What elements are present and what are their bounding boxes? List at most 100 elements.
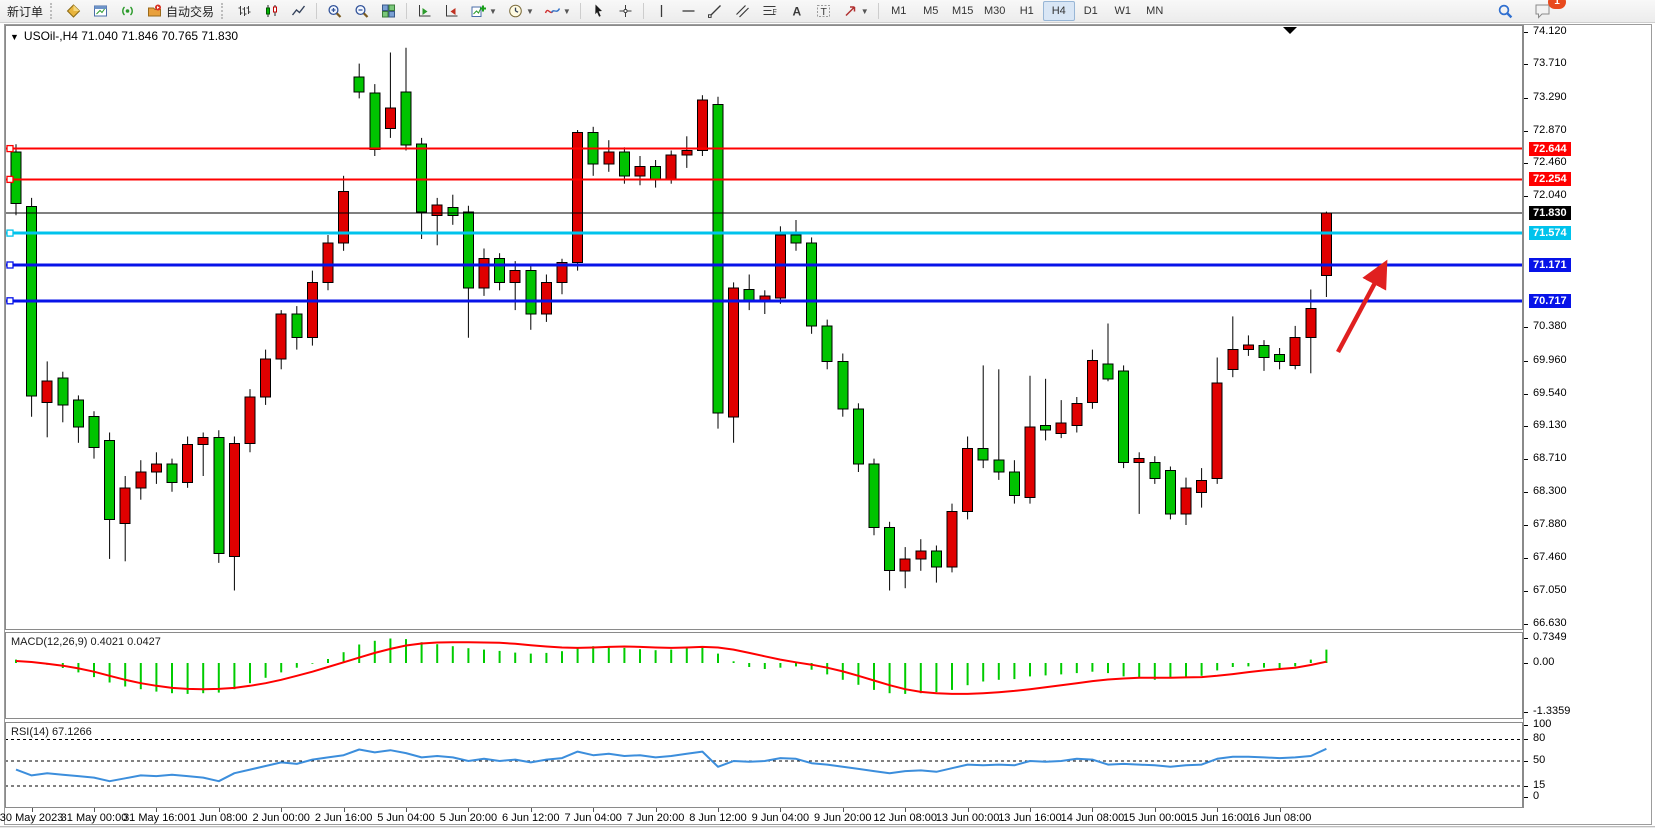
rsi-axis-label: 15 [1533,779,1546,792]
arrows-button[interactable]: ▼ [837,0,874,22]
cursor-button[interactable] [585,0,612,22]
candle [962,447,974,512]
candle [400,91,412,146]
zoom-out-button[interactable] [348,0,375,22]
macd-axis-label: 0.7349 [1533,631,1567,644]
fibonacci-button[interactable]: F [756,0,783,22]
dropdown-caret-icon[interactable]: ▼ [562,6,571,16]
axis-tick [1524,739,1528,741]
signals-button[interactable] [114,0,141,22]
macd-panel-surface[interactable] [5,633,1523,718]
candle [447,206,459,216]
candle [197,436,209,445]
window-bottom-edge [0,826,1655,828]
axis-tick [1524,393,1528,395]
time-tick [281,808,283,812]
timeframe-h4-button[interactable]: H4 [1042,1,1075,21]
symbol-dropdown-icon: ▼ [10,32,19,42]
dropdown-caret-icon[interactable]: ▼ [525,6,534,16]
indicator-icon [544,3,561,19]
auto-scroll-button[interactable] [438,0,465,22]
new-order-button[interactable]: 新订单 [2,0,48,22]
candle-chart-icon [263,3,280,19]
market-watch-button[interactable] [60,0,87,22]
candle [1133,458,1145,464]
timeframe-m1-button[interactable]: M1 [891,5,907,17]
tile-windows-button[interactable] [375,0,402,22]
bar-chart-icon [236,3,253,19]
time-tick [468,808,470,812]
timeframe-w1-button[interactable]: W1 [1114,5,1131,17]
timeframe-m15-button[interactable]: M15 [952,5,974,17]
chart-shift-button[interactable] [411,0,438,22]
symbol-info[interactable]: ▼ USOil-,H4 71.040 71.846 70.765 71.830 [10,29,239,43]
price-tick-label: 68.300 [1533,484,1567,497]
vertical-line-button[interactable] [648,0,675,22]
macd-axis-label: -1.3359 [1533,704,1571,717]
auto-trading-button[interactable]: 自动交易 [141,0,219,22]
candle [728,287,740,418]
trendline-button[interactable] [702,0,729,22]
chat-button[interactable]: 1 [1529,0,1566,22]
time-tick [593,808,595,812]
candle [1180,487,1192,515]
auto-trading-button-label: 自动交易 [166,4,215,19]
time-axis-label: 5 Jun 04:00 [377,812,435,824]
indicators-button[interactable]: ▼ [539,0,576,22]
toolbar-separator [877,3,879,19]
horizontal-line-button[interactable] [675,0,702,22]
rsi-axis-label: 0 [1533,790,1540,802]
new-chart-button[interactable] [87,0,114,22]
timeframe-h1-button[interactable]: H1 [1019,5,1034,17]
time-axis-label: 6 Jun 12:00 [502,812,560,824]
bar-chart-button[interactable] [231,0,258,22]
timeframe-d1-button[interactable]: D1 [1083,5,1098,17]
search-symbol-button[interactable] [1492,0,1519,22]
equidistant-channel-button[interactable] [729,0,756,22]
rsi-axis-label: 100 [1533,718,1552,730]
candle [369,92,381,151]
periods-menu-button[interactable]: ▼ [502,0,539,22]
text-label-button[interactable]: T [810,0,837,22]
dropdown-caret-icon[interactable]: ▼ [489,6,497,16]
timeframe-mn-button[interactable]: MN [1146,5,1164,17]
candle [150,463,162,473]
candle [884,526,896,572]
time-axis[interactable]: 30 May 2023 31 May 00:00 31 May 16:00 1 Jun… [0,808,1523,826]
svg-text:F: F [772,9,776,16]
time-axis-label: 7 Jun 04:00 [564,812,622,824]
dropdown-caret-icon[interactable]: ▼ [860,6,869,16]
toolbar-separator [642,3,644,19]
level-label: 72.254 [1529,172,1571,187]
add-chart-icon [470,3,487,19]
candle [182,443,194,483]
price-tick-label: 67.050 [1533,583,1567,596]
candle [1211,382,1223,479]
axis-tick [1524,786,1528,788]
candle [806,242,818,327]
crosshair-icon [617,3,634,19]
candlestick-chart-button[interactable] [258,0,285,22]
time-axis-label: 12 Jun 08:00 [873,812,937,824]
timeframe-m30-button[interactable]: M30 [984,5,1006,17]
rsi-panel-surface[interactable] [5,723,1523,807]
timeframe-m5-button[interactable]: M5 [923,5,939,17]
fibo-icon: F [761,3,778,19]
candle [993,459,1005,473]
main-chart-surface[interactable] [5,25,1523,629]
profiles-button[interactable]: ▼ [465,0,502,22]
axis-tick [1524,590,1528,592]
candle [540,281,552,315]
chart-shift-marker-icon [1283,27,1297,34]
crosshair-button[interactable] [612,0,639,22]
line-chart-button[interactable] [285,0,312,22]
candle [135,471,147,489]
zoom-in-button[interactable] [321,0,348,22]
text-button[interactable]: A [783,0,810,22]
candle [572,131,584,264]
candle [1196,480,1208,494]
candle [1040,424,1052,431]
axis-tick [1524,558,1528,560]
vline-icon [653,3,670,19]
price-axis[interactable]: 74.120 73.710 73.290 72.870 72.460 72.040 70.3… [1523,25,1655,808]
